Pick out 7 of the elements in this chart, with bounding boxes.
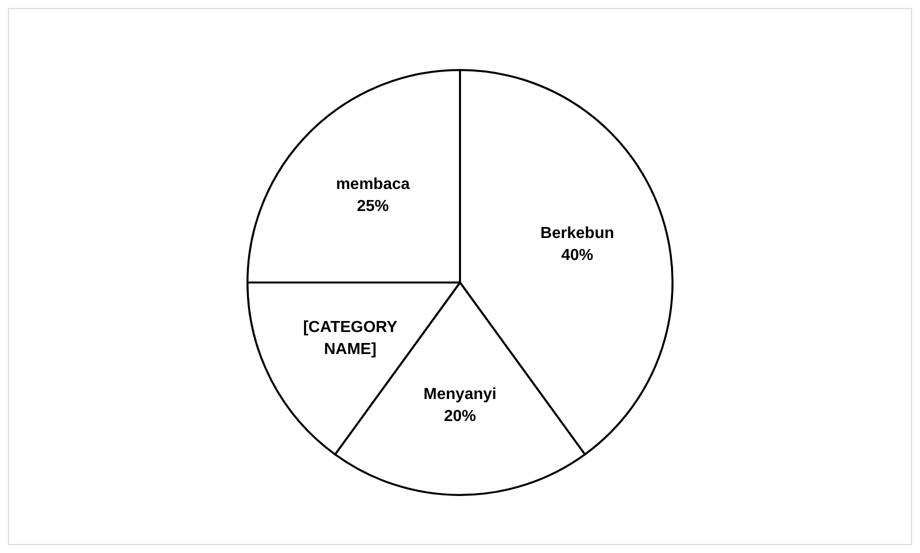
data-label: 40% — [561, 246, 594, 264]
slice-label: membaca — [336, 176, 410, 193]
slice-label: [CATEGORY NAME] — [303, 318, 398, 358]
data-label: 25% — [356, 198, 389, 215]
slice-label: Menyanyi — [424, 386, 496, 404]
data-label: 20% — [444, 408, 476, 426]
slice-label: Berkebun — [540, 224, 614, 242]
